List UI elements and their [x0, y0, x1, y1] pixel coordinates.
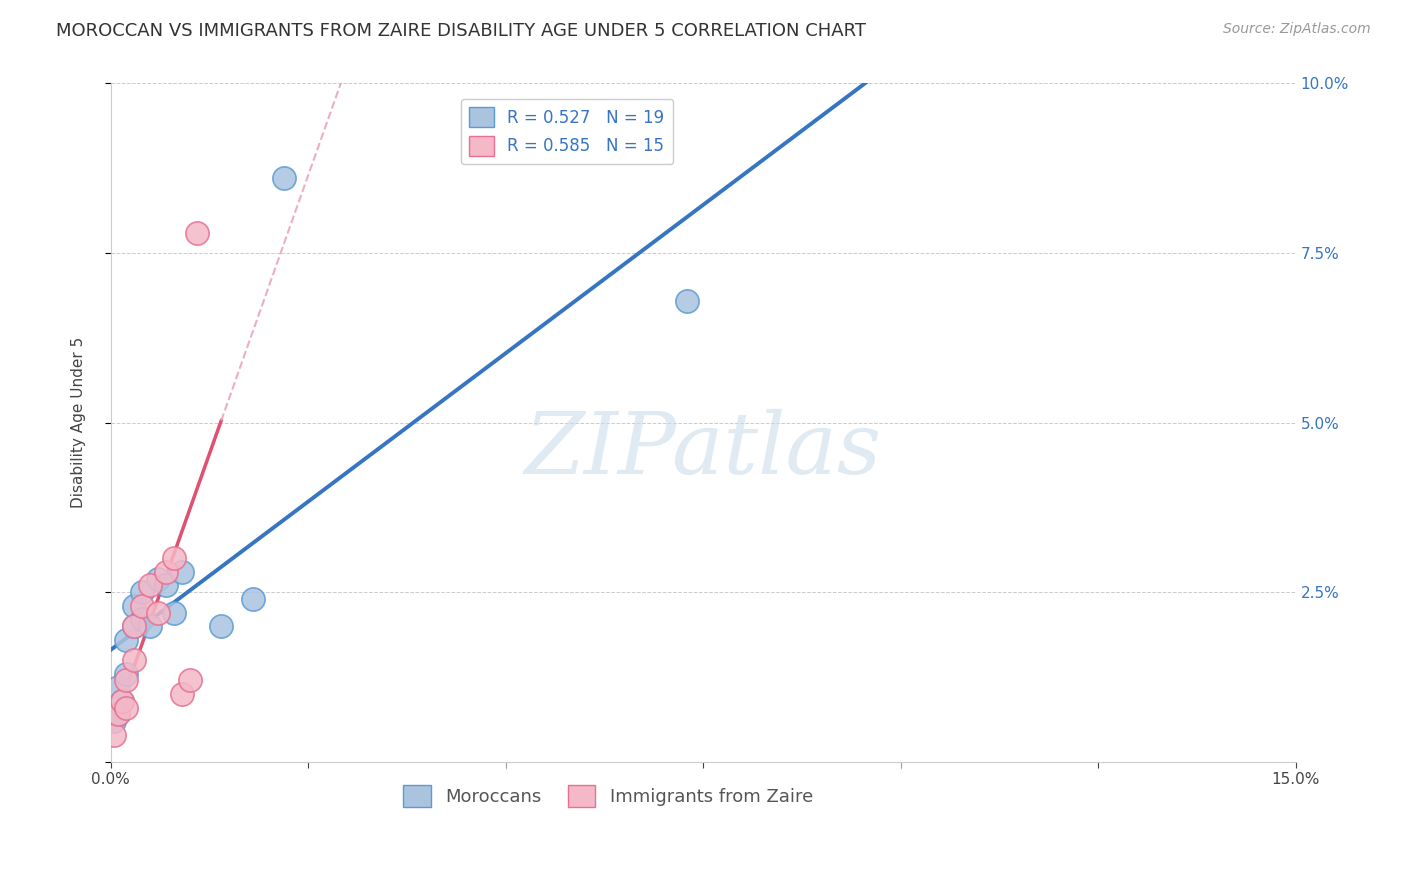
Point	[139, 619, 162, 633]
Point	[115, 666, 138, 681]
Point	[155, 578, 177, 592]
Point	[115, 632, 138, 647]
Point	[139, 578, 162, 592]
Point	[676, 293, 699, 308]
Point	[107, 680, 129, 694]
Point	[107, 707, 129, 722]
Point	[111, 694, 134, 708]
Point	[122, 619, 145, 633]
Point	[131, 599, 153, 613]
Point	[103, 714, 125, 728]
Point	[122, 599, 145, 613]
Point	[170, 687, 193, 701]
Point	[107, 707, 129, 722]
Point	[131, 585, 153, 599]
Text: MOROCCAN VS IMMIGRANTS FROM ZAIRE DISABILITY AGE UNDER 5 CORRELATION CHART: MOROCCAN VS IMMIGRANTS FROM ZAIRE DISABI…	[56, 22, 866, 40]
Text: Source: ZipAtlas.com: Source: ZipAtlas.com	[1223, 22, 1371, 37]
Point	[163, 551, 186, 566]
Point	[115, 673, 138, 688]
Point	[122, 653, 145, 667]
Point	[242, 591, 264, 606]
Legend: Moroccans, Immigrants from Zaire: Moroccans, Immigrants from Zaire	[396, 777, 820, 814]
Point	[163, 606, 186, 620]
Text: ZIPatlas: ZIPatlas	[524, 409, 882, 491]
Point	[155, 565, 177, 579]
Point	[122, 619, 145, 633]
Y-axis label: Disability Age Under 5: Disability Age Under 5	[72, 337, 86, 508]
Point	[273, 171, 295, 186]
Point	[186, 226, 208, 240]
Point	[103, 728, 125, 742]
Point	[170, 565, 193, 579]
Point	[115, 700, 138, 714]
Point	[209, 619, 232, 633]
Point	[179, 673, 201, 688]
Point	[131, 612, 153, 626]
Point	[146, 606, 169, 620]
Point	[111, 694, 134, 708]
Point	[146, 572, 169, 586]
